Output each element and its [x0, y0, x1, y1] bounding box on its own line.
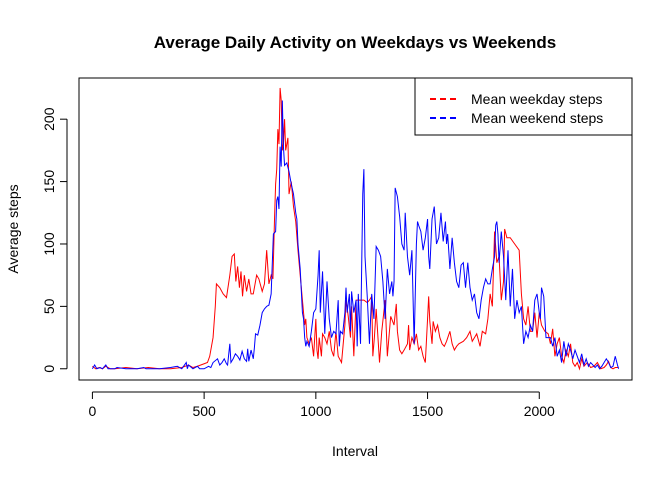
- legend-box: [414, 77, 633, 136]
- y-tick-label: 0: [41, 365, 57, 373]
- x-axis: 0 500 1000 1500 2000: [89, 391, 555, 419]
- legend-label-weekend: Mean weekend steps: [471, 110, 603, 126]
- y-tick-label: 100: [41, 232, 57, 256]
- y-axis-label: Average steps: [5, 184, 21, 273]
- series-line-weekday: [92, 87, 619, 371]
- y-tick-label: 200: [41, 107, 57, 131]
- chart-title: Average Daily Activity on Weekdays vs We…: [154, 33, 557, 52]
- x-tick-label: 2000: [524, 403, 555, 419]
- x-tick-label: 1500: [412, 403, 443, 419]
- y-axis: 0 50 100 150 200: [41, 107, 68, 373]
- series-line-weekend: [91, 100, 620, 370]
- x-axis-label: Interval: [332, 443, 378, 459]
- plot-area: [78, 77, 633, 381]
- y-tick-label: 150: [41, 170, 57, 194]
- series-layer: [91, 87, 620, 371]
- x-tick-label: 0: [89, 403, 97, 419]
- x-tick-label: 1000: [300, 403, 331, 419]
- y-tick-label: 50: [41, 298, 57, 314]
- legend: Mean weekday steps Mean weekend steps: [414, 77, 633, 136]
- legend-label-weekday: Mean weekday steps: [471, 91, 603, 107]
- plot-frame: [78, 77, 633, 381]
- x-tick-label: 500: [192, 403, 216, 419]
